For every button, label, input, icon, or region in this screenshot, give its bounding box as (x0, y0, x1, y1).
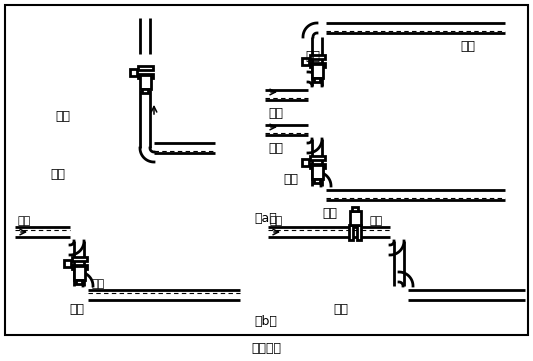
Bar (310, 164, 325, 168)
Bar (140, 75, 150, 89)
Bar (310, 64, 325, 68)
Bar (350, 210, 360, 225)
Text: 错误: 错误 (283, 173, 298, 186)
Bar (71, 265, 86, 269)
Bar (71, 257, 86, 261)
Bar (64, 260, 71, 266)
Text: 图（四）: 图（四） (251, 342, 281, 355)
Bar (302, 158, 309, 165)
Bar (310, 55, 325, 58)
Bar (302, 57, 309, 65)
Text: 液体: 液体 (322, 207, 337, 220)
Text: 液体: 液体 (268, 107, 283, 120)
Text: 气泡: 气泡 (17, 216, 30, 226)
Bar (314, 78, 320, 82)
Bar (352, 206, 358, 210)
Text: 液体: 液体 (460, 40, 475, 53)
Bar (310, 156, 325, 160)
Bar (311, 165, 322, 179)
Bar (142, 89, 148, 93)
Text: 气泡: 气泡 (91, 279, 104, 289)
Text: 正确: 正确 (305, 50, 320, 63)
Text: 正确: 正确 (55, 110, 70, 123)
Text: 正确: 正确 (69, 303, 84, 316)
Text: 液体: 液体 (50, 168, 65, 181)
Bar (130, 69, 137, 75)
Text: 错误: 错误 (333, 303, 348, 316)
Text: 气泡: 气泡 (370, 216, 383, 226)
Text: （a）: （a） (255, 212, 277, 225)
Bar (311, 64, 322, 78)
Bar (358, 225, 361, 239)
Bar (138, 66, 152, 70)
Bar (349, 225, 353, 239)
Bar (138, 74, 152, 78)
Bar (314, 179, 320, 183)
Text: 液体: 液体 (268, 142, 283, 155)
Bar (76, 280, 82, 284)
Text: 气泡: 气泡 (270, 216, 283, 226)
Text: （b）: （b） (255, 315, 278, 328)
Bar (74, 266, 85, 280)
